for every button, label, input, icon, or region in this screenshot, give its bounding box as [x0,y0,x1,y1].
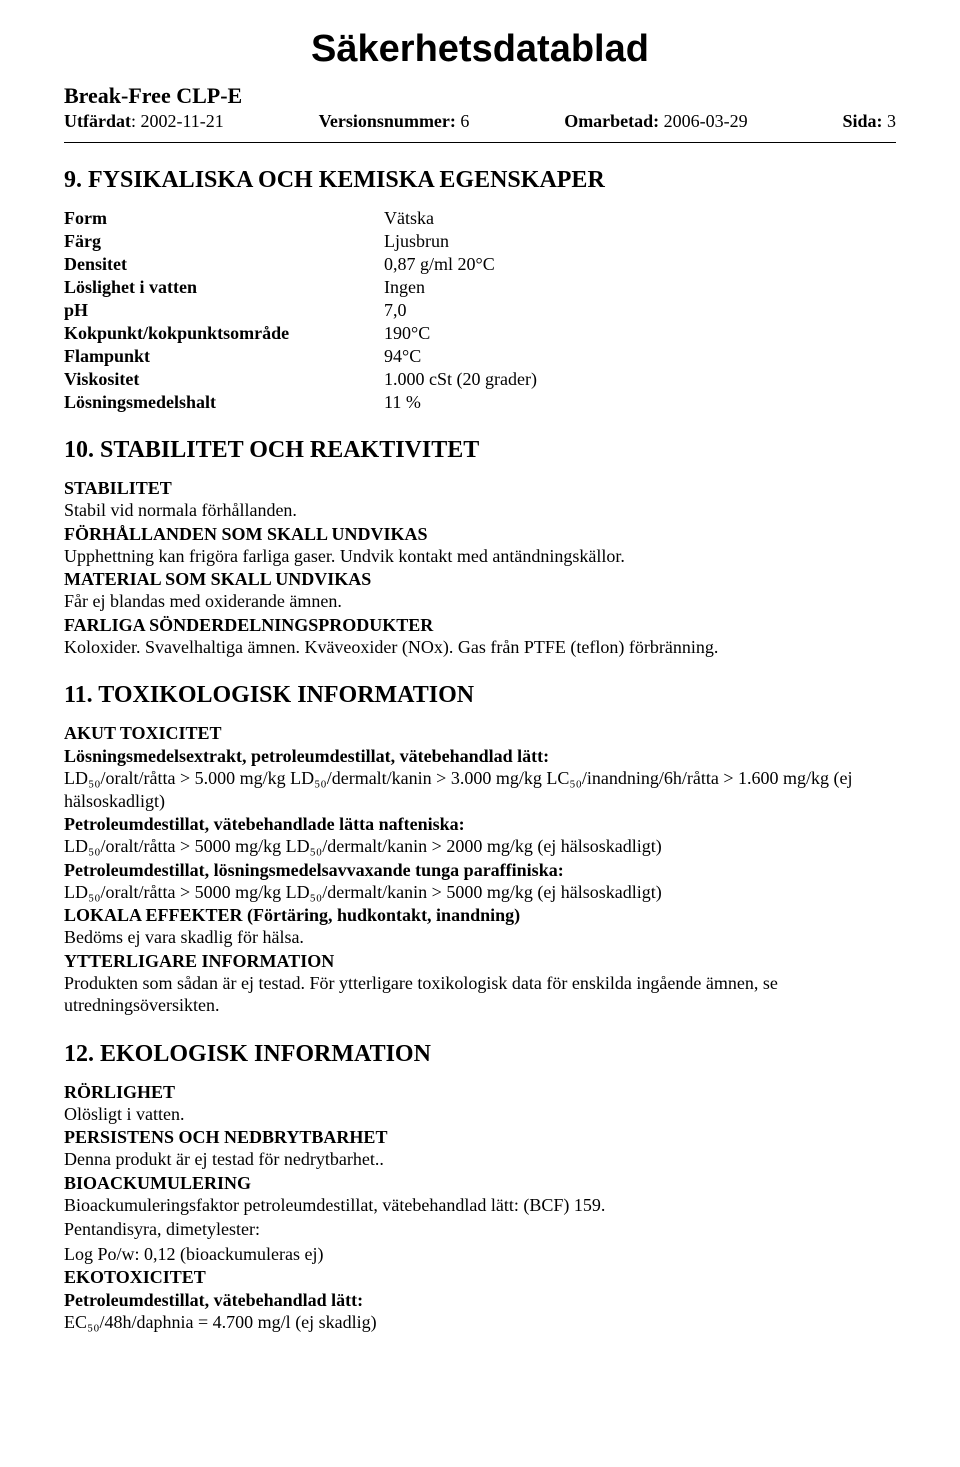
additional-info-label: YTTERLIGARE INFORMATION [64,951,896,972]
local-effects-label: LOKALA EFFEKTER (Förtäring, hudkontakt, … [64,905,896,926]
kv-val: 11 % [384,392,896,413]
kv-key: Flampunkt [64,346,384,367]
materials-avoid-text: Får ej blandas med oxiderande ämnen. [64,590,896,613]
materials-avoid-label: MATERIAL SOM SKALL UNDVIKAS [64,569,896,590]
kv-val: 190°C [384,323,896,344]
conditions-avoid-label: FÖRHÅLLANDEN SOM SKALL UNDVIKAS [64,524,896,545]
section-11-heading: 11. TOXIKOLOGISK INFORMATION [64,682,896,709]
ecotoxicity-label: EKOTOXICITET [64,1267,896,1288]
stability-text: Stabil vid normala förhållanden. [64,499,896,522]
issued-pair: Utfärdat: 2002-11-21 [64,111,224,132]
page: Säkerhetsdatablad Break-Free CLP-E Utfär… [0,0,960,1376]
page-value: 3 [882,111,896,131]
revised-value: 2006-03-29 [659,111,748,131]
hazardous-decomposition-label: FARLIGA SÖNDERDELNINGSPRODUKTER [64,615,896,636]
persistence-label: PERSISTENS OCH NEDBRYTBARHET [64,1127,896,1148]
kv-val: 1.000 cSt (20 grader) [384,369,896,390]
kv-key: Viskositet [64,369,384,390]
local-effects-text: Bedöms ej vara skadlig för hälsa. [64,926,896,949]
pentandisyra-line2: Log Po/w: 0,12 (bioackumuleras ej) [64,1243,896,1266]
section-9-heading: 9. FYSIKALISKA OCH KEMISKA EGENSKAPER [64,167,896,194]
kv-key: Lösningsmedelshalt [64,392,384,413]
page-pair: Sida: 3 [842,111,896,132]
page-label: Sida: [842,111,882,131]
header-divider [64,142,896,143]
tox-sub3-text: LD₅₀/oralt/råtta > 5000 mg/kg LD₅₀/derma… [64,881,896,904]
bioaccumulation-label: BIOACKUMULERING [64,1173,896,1194]
pentandisyra-line1: Pentandisyra, dimetylester: [64,1218,896,1241]
kv-val: Ljusbrun [384,231,896,252]
kv-val: Vätska [384,208,896,229]
kv-key: Kokpunkt/kokpunktsområde [64,323,384,344]
kv-key: Färg [64,231,384,252]
acute-toxicity-label: AKUT TOXICITET [64,723,896,744]
version-value: 6 [456,111,470,131]
kv-val: 0,87 g/ml 20°C [384,254,896,275]
section-10-heading: 10. STABILITET OCH REAKTIVITET [64,437,896,464]
conditions-avoid-text: Upphettning kan frigöra farliga gaser. U… [64,545,896,568]
revised-pair: Omarbetad: 2006-03-29 [564,111,747,132]
tox-sub2-text: LD₅₀/oralt/råtta > 5000 mg/kg LD₅₀/derma… [64,835,896,858]
section-9-table: Form Vätska Färg Ljusbrun Densitet 0,87 … [64,208,896,413]
version-pair: Versionsnummer: 6 [319,111,470,132]
mobility-text: Olösligt i vatten. [64,1103,896,1126]
hazardous-decomposition-text: Koloxider. Svavelhaltiga ämnen. Kväveoxi… [64,636,896,659]
stability-label: STABILITET [64,478,896,499]
kv-key: Densitet [64,254,384,275]
kv-key: Löslighet i vatten [64,277,384,298]
kv-key: pH [64,300,384,321]
kv-val: 7,0 [384,300,896,321]
additional-info-text: Produkten som sådan är ej testad. För yt… [64,972,896,1017]
product-name: Break-Free CLP-E [64,83,896,109]
tox-sub1-text: LD₅₀/oralt/råtta > 5.000 mg/kg LD₅₀/derm… [64,767,896,812]
tox-sub3-label: Petroleumdestillat, lösningsmedelsavvaxa… [64,860,896,881]
kv-val: Ingen [384,277,896,298]
issued-value: : 2002-11-21 [131,111,224,131]
header-meta-row: Utfärdat: 2002-11-21 Versionsnummer: 6 O… [64,111,896,132]
tox-sub2-label: Petroleumdestillat, vätebehandlade lätta… [64,814,896,835]
kv-key: Form [64,208,384,229]
bioaccumulation-text: Bioackumuleringsfaktor petroleumdestilla… [64,1194,896,1217]
issued-label: Utfärdat [64,111,131,131]
ecotoxicity-sub-label: Petroleumdestillat, vätebehandlad lätt: [64,1290,896,1311]
persistence-text: Denna produkt är ej testad för nedrytbar… [64,1148,896,1171]
version-label: Versionsnummer: [319,111,456,131]
mobility-label: RÖRLIGHET [64,1082,896,1103]
revised-label: Omarbetad: [564,111,659,131]
kv-val: 94°C [384,346,896,367]
ecotoxicity-text: EC₅₀/48h/daphnia = 4.700 mg/l (ej skadli… [64,1311,896,1334]
document-title: Säkerhetsdatablad [64,28,896,71]
tox-sub1-label: Lösningsmedelsextrakt, petroleumdestilla… [64,746,896,767]
section-12-heading: 12. EKOLOGISK INFORMATION [64,1041,896,1068]
